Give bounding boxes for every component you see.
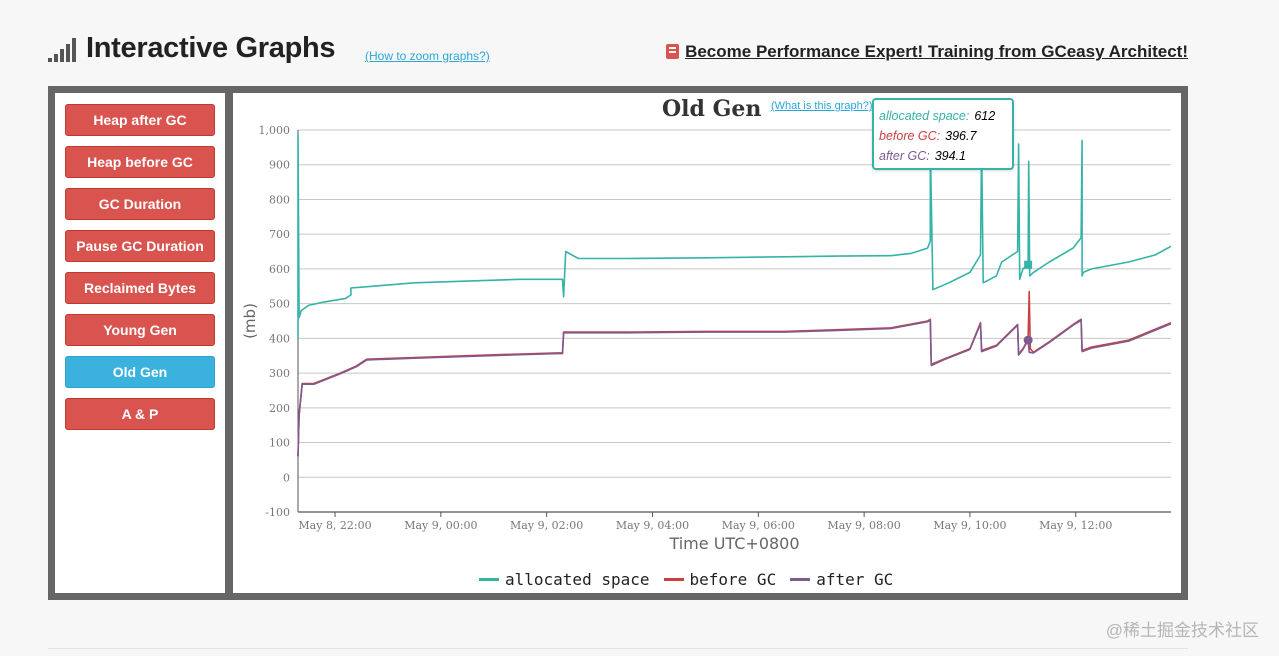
y-axis-label: (mb): [241, 303, 259, 339]
tooltip-value: 394.1: [934, 149, 966, 163]
tooltip-row-after: after GC: 394.1: [879, 146, 1012, 166]
reclaimed-bytes-button[interactable]: Reclaimed Bytes: [65, 272, 215, 304]
x-tick-label: May 9, 06:00: [722, 519, 795, 532]
x-tick-label: May 9, 08:00: [828, 519, 901, 532]
chart-title: Old Gen: [662, 96, 762, 122]
x-tick-label: May 9, 10:00: [933, 519, 1006, 532]
chart-panel: -100 0 100 200 300 400 500 600 700 800 900 1,000 May…: [233, 93, 1181, 593]
x-axis-label: Time UTC+0800: [668, 534, 799, 553]
hover-marker-after-gc: [1023, 335, 1033, 345]
graphs-frame: Heap after GC Heap before GC GC Duration…: [48, 86, 1188, 600]
old-gen-button[interactable]: Old Gen: [65, 356, 215, 388]
y-tick-label: 1,000: [259, 124, 291, 137]
tooltip-value: 396.7: [945, 129, 977, 143]
tooltip-label: before GC:: [879, 129, 941, 143]
y-tick-label: 600: [269, 263, 290, 276]
a-and-p-button[interactable]: A & P: [65, 398, 215, 430]
page-header: Interactive Graphs (How to zoom graphs?)…: [48, 30, 1188, 70]
series-line-before-gc: [297, 290, 1172, 457]
young-gen-button[interactable]: Young Gen: [65, 314, 215, 346]
training-promo-text: Become Performance Expert! Training from…: [685, 42, 1188, 61]
x-tick-label: May 8, 22:00: [298, 519, 371, 532]
what-is-this-graph-link[interactable]: (What is this graph?): [771, 100, 873, 112]
graph-sidebar: Heap after GC Heap before GC GC Duration…: [55, 93, 225, 593]
heap-before-gc-button[interactable]: Heap before GC: [65, 146, 215, 178]
watermark: @稀土掘金技术社区: [1105, 621, 1259, 640]
x-tick-label: May 9, 12:00: [1039, 519, 1112, 532]
chart-tooltip: allocated space: 612 before GC: 396.7 afte…: [872, 98, 1014, 170]
y-tick-label: 300: [269, 367, 290, 380]
legend-swatch: [479, 578, 499, 581]
y-tick-label: 0: [283, 471, 290, 484]
pause-gc-duration-button[interactable]: Pause GC Duration: [65, 230, 215, 262]
legend-item-before-gc[interactable]: before GC: [663, 570, 777, 589]
page-title: Interactive Graphs: [86, 32, 336, 64]
tooltip-label: after GC:: [879, 149, 930, 163]
x-tick-label: May 9, 02:00: [510, 519, 583, 532]
legend-swatch: [663, 578, 684, 581]
y-tick-label: 500: [269, 298, 290, 311]
tooltip-row-allocated: allocated space: 612: [879, 106, 1012, 126]
document-icon: [666, 44, 680, 59]
how-to-zoom-link[interactable]: (How to zoom graphs?): [365, 49, 490, 63]
y-tick-label: 100: [269, 437, 290, 450]
legend-label: allocated space: [505, 570, 650, 589]
y-tick-label: 400: [269, 332, 290, 345]
y-tick-label: 800: [269, 193, 290, 206]
x-tick-label: May 9, 04:00: [616, 519, 689, 532]
y-tick-label: 900: [269, 159, 290, 172]
tooltip-value: 612: [974, 109, 996, 123]
signal-bars-icon: [48, 38, 78, 62]
legend-item-after-gc[interactable]: after GC: [790, 570, 893, 589]
legend-label: after GC: [816, 570, 894, 589]
y-tick-label: 700: [269, 228, 290, 241]
x-tick-label: May 9, 00:00: [404, 519, 477, 532]
tooltip-row-before: before GC: 396.7: [879, 126, 1012, 146]
legend-swatch: [790, 578, 811, 581]
heap-after-gc-button[interactable]: Heap after GC: [65, 104, 215, 136]
old-gen-chart[interactable]: -100 0 100 200 300 400 500 600 700 800 900 1,000 May…: [233, 93, 1181, 593]
tooltip-label: allocated space:: [879, 109, 970, 123]
chart-legend: allocated space before GC after GC: [479, 570, 907, 589]
gc-duration-button[interactable]: GC Duration: [65, 188, 215, 220]
divider: [48, 648, 1188, 649]
hover-marker-allocated: [1024, 260, 1033, 269]
legend-item-allocated[interactable]: allocated space: [479, 570, 650, 589]
series-line-after-gc: [297, 319, 1172, 457]
legend-label: before GC: [689, 570, 777, 589]
training-promo-link[interactable]: Become Performance Expert! Training from…: [666, 42, 1188, 62]
y-tick-label: -100: [265, 506, 290, 519]
y-tick-label: 200: [269, 402, 290, 415]
